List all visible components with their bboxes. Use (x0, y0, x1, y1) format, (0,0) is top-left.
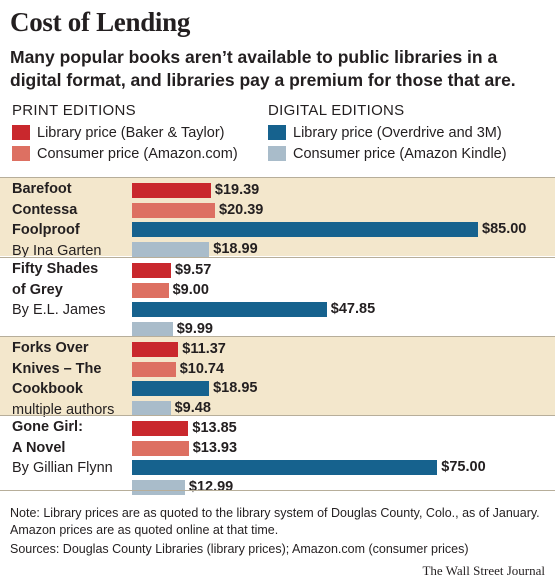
bar-value-label: $11.37 (182, 341, 226, 357)
bar (132, 322, 173, 338)
group-divider (0, 177, 555, 178)
bar (132, 381, 210, 397)
book-label: Barefoot Contessa Foolproof By Ina Garten (12, 179, 128, 261)
book-author: By E.L. James (12, 302, 106, 318)
legend-heading-print: PRINT EDITIONS (12, 102, 136, 119)
book-label: Gone Girl: A Novel By Gillian Flynn (12, 417, 128, 479)
book-title-line: Contessa (12, 201, 78, 218)
bar-value-label: $10.74 (179, 360, 225, 377)
legend-item-library-print: Library price (Baker & Taylor) (12, 124, 252, 142)
legend-label-library-digital: Library price (Overdrive and 3M) (293, 125, 502, 141)
book-author: multiple authors (12, 401, 115, 418)
book-title-line: Barefoot (12, 181, 72, 197)
legend-item-library-digital: Library price (Overdrive and 3M) (268, 124, 548, 142)
book-title-line: of Grey (12, 281, 63, 298)
book-label: Forks Over Knives – The Cookbook multiple a… (12, 338, 128, 420)
legend-swatch-library-print (12, 125, 30, 140)
bar-value-label: $18.99 (213, 241, 258, 258)
bar-value-label: $12.99 (188, 479, 234, 496)
legend-item-consumer-digital: Consumer price (Amazon Kindle) (268, 145, 548, 163)
bar (132, 440, 189, 456)
book-title-line: Gone Girl: (12, 419, 83, 435)
bar (132, 222, 478, 238)
book-title-line: Forks Over (12, 340, 89, 356)
bar (132, 302, 327, 318)
bar-value-label: $19.39 (214, 182, 260, 198)
bar (132, 361, 176, 377)
group-divider (0, 415, 555, 416)
bar (132, 421, 189, 436)
bar (132, 263, 171, 278)
group-divider (0, 336, 555, 337)
bar (132, 282, 169, 298)
legend-label-consumer-print: Consumer price (Amazon.com) (37, 146, 238, 162)
bar-value-label: $18.95 (213, 380, 258, 397)
bar-value-label: $9.48 (174, 400, 211, 417)
legend-item-consumer-print: Consumer price (Amazon.com) (12, 145, 252, 163)
group-divider (0, 257, 555, 258)
bar-value-label: $85.00 (482, 221, 527, 238)
bar-value-label: $75.00 (441, 459, 486, 476)
legend-heading-digital: DIGITAL EDITIONS (268, 102, 405, 119)
bar-value-label: $9.99 (176, 321, 213, 338)
group-band (0, 177, 555, 256)
bar (132, 183, 211, 198)
book-title-line: A Novel (12, 439, 66, 456)
bar (132, 202, 215, 218)
chart-subtitle: Many popular books aren’t available to p… (10, 47, 516, 90)
legend-label-consumer-digital: Consumer price (Amazon Kindle) (293, 146, 507, 162)
bar-value-label: $47.85 (330, 301, 376, 318)
book-title-line: Knives – The (12, 360, 102, 377)
bar-value-label: $13.93 (192, 439, 238, 456)
chart-credit: The Wall Street Journal (422, 563, 545, 578)
book-label: Fifty Shades of Grey By E.L. James (12, 259, 128, 321)
legend-swatch-consumer-print (12, 146, 30, 161)
bar-value-label: $20.39 (219, 201, 264, 218)
bar (132, 460, 438, 476)
book-title-line: Cookbook (12, 381, 83, 397)
bar-value-label: $9.00 (172, 281, 209, 298)
book-author: By Gillian Flynn (12, 460, 113, 476)
bar (132, 401, 171, 417)
chart-note: Note: Library prices are as quoted to th… (10, 506, 540, 537)
bar (132, 480, 185, 496)
bar-value-label: $9.57 (175, 262, 212, 278)
chart-source: Sources: Douglas County Libraries (libra… (10, 542, 469, 556)
chart-bottom-rule (0, 490, 555, 491)
legend-label-library-print: Library price (Baker & Taylor) (37, 125, 225, 141)
book-title-line: Fifty Shades (12, 261, 99, 277)
group-band (0, 336, 555, 415)
bar (132, 342, 179, 357)
bar (132, 242, 210, 258)
bar-value-label: $13.85 (192, 420, 237, 436)
book-author: By Ina Garten (12, 242, 102, 259)
chart-title: Cost of Lending (10, 7, 191, 37)
legend-swatch-library-digital (268, 125, 286, 140)
legend-swatch-consumer-digital (268, 146, 286, 161)
book-title-line: Foolproof (12, 222, 80, 238)
